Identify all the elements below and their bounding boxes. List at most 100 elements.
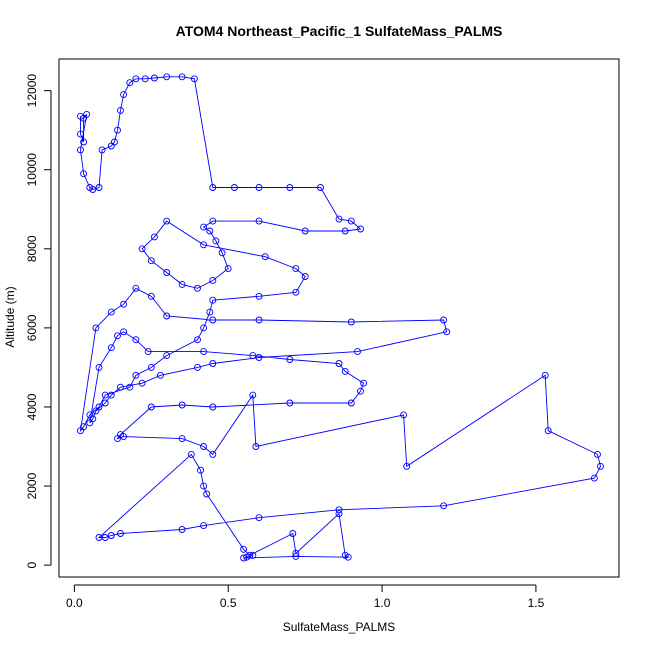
data-point (107, 391, 115, 399)
data-point (132, 75, 140, 83)
data-point (357, 225, 364, 233)
data-point (206, 227, 214, 235)
series-points (77, 73, 604, 562)
y-tick-label: 2000 (25, 472, 39, 499)
x-tick-label: 1.5 (528, 596, 545, 610)
data-point (92, 324, 100, 332)
data-point (255, 184, 263, 191)
data-point (147, 363, 155, 371)
data-point (194, 363, 201, 371)
data-point (126, 383, 134, 391)
data-point (292, 552, 300, 560)
data-point (335, 360, 343, 367)
y-axis-label: Altitude (m) (3, 286, 17, 347)
data-point (126, 79, 134, 87)
data-point (255, 354, 263, 361)
y-tick-label: 12000 (25, 74, 39, 108)
data-point (89, 186, 97, 193)
y-tick-label: 10000 (25, 153, 39, 187)
x-tick-label: 1.0 (374, 596, 391, 610)
x-tick-label: 0.0 (66, 596, 83, 610)
data-point (301, 227, 309, 235)
data-point (209, 450, 217, 458)
data-point (286, 184, 294, 191)
data-point (541, 371, 549, 379)
data-point (107, 308, 115, 316)
data-point (218, 249, 226, 257)
data-point (255, 217, 263, 225)
data-point (92, 407, 100, 415)
data-point (178, 526, 186, 533)
series-line (79, 76, 601, 559)
y-axis: 0 2000 4000 6000 8000 10000 12000 (25, 74, 52, 568)
data-point (77, 130, 84, 138)
data-point (107, 344, 115, 352)
data-point (255, 292, 263, 300)
data-point (292, 288, 300, 296)
data-point (120, 91, 128, 99)
data-point (178, 280, 186, 288)
data-point (443, 328, 451, 336)
data-point (209, 276, 217, 284)
data-point (335, 506, 343, 514)
data-point (286, 399, 294, 407)
data-point (190, 75, 198, 83)
data-point (240, 554, 248, 562)
data-point (194, 336, 201, 344)
data-point (138, 379, 146, 387)
chart-title: ATOM4 Northeast_Pacific_1 SulfateMass_PA… (176, 23, 503, 39)
data-point (178, 435, 186, 443)
data-point (212, 237, 220, 245)
data-point (347, 318, 355, 326)
data-point (114, 332, 121, 340)
data-point (178, 73, 186, 81)
data-point (292, 265, 300, 273)
data-point (240, 545, 248, 553)
y-tick-label: 6000 (25, 314, 39, 341)
data-point (98, 146, 106, 154)
data-point (107, 532, 115, 539)
data-point (80, 138, 88, 146)
data-point (230, 184, 238, 191)
data-point (200, 482, 208, 490)
series-lines (79, 76, 601, 559)
data-point (150, 233, 158, 241)
data-point (114, 435, 121, 443)
data-point (77, 146, 84, 154)
data-point (117, 530, 124, 537)
data-point (203, 490, 211, 498)
data-point (200, 522, 208, 530)
data-point (200, 223, 208, 231)
data-point (440, 316, 448, 324)
data-point (209, 184, 217, 191)
data-point (400, 411, 408, 419)
data-point (163, 73, 171, 81)
data-point (243, 553, 251, 561)
data-point (261, 253, 269, 261)
data-point (147, 403, 155, 411)
data-point (209, 296, 217, 304)
x-tick-label: 0.5 (220, 596, 237, 610)
plot-frame (58, 58, 620, 578)
data-point (197, 466, 204, 474)
data-point (209, 316, 217, 324)
data-point (249, 551, 257, 559)
data-point (117, 383, 124, 391)
data-point (224, 265, 232, 273)
data-point (335, 215, 343, 223)
data-point (594, 450, 601, 458)
data-point (206, 308, 214, 316)
data-point (200, 443, 208, 450)
data-point (289, 530, 297, 537)
data-point (132, 371, 140, 379)
data-point (347, 399, 355, 407)
y-tick-label: 0 (25, 561, 39, 568)
data-point (120, 300, 128, 308)
data-point (147, 292, 155, 300)
x-axis: 0.0 0.5 1.0 1.5 (66, 584, 545, 610)
data-point (117, 106, 124, 114)
data-point (144, 348, 152, 356)
y-tick-label: 4000 (25, 393, 39, 420)
